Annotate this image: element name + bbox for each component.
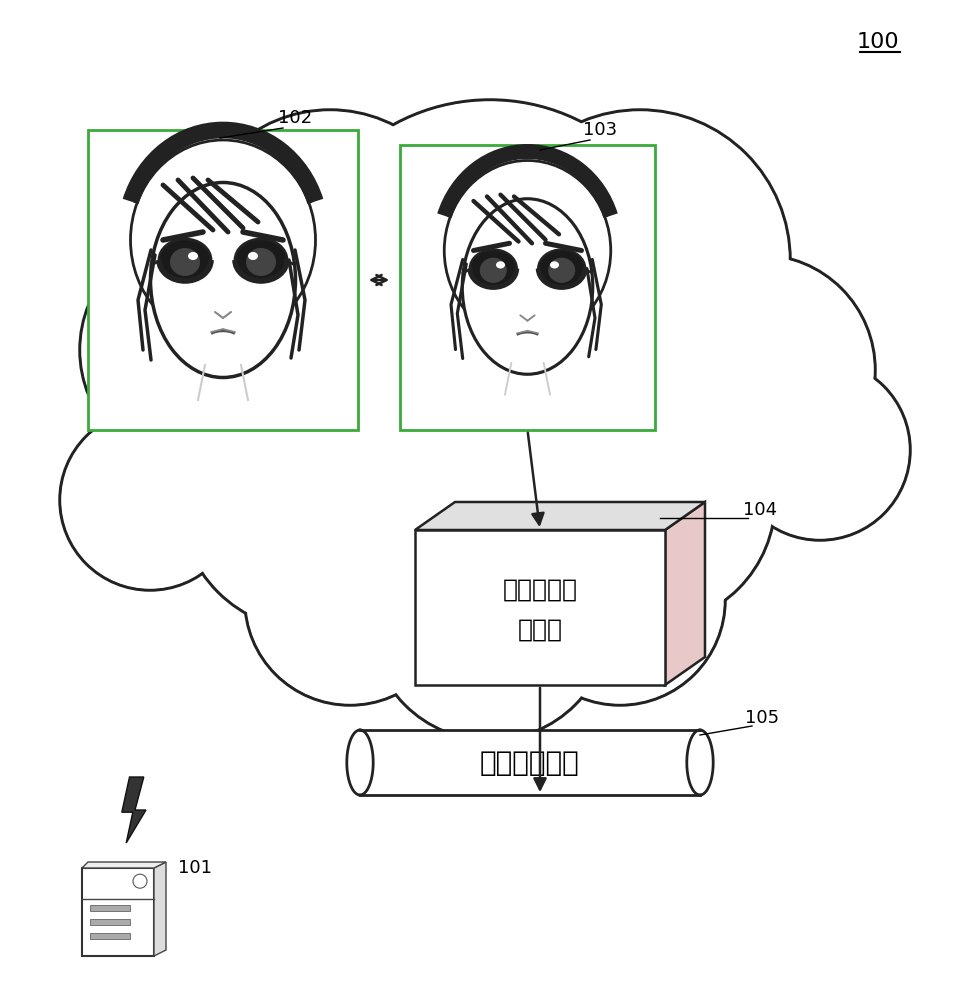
Bar bbox=[360, 730, 700, 795]
Text: 103: 103 bbox=[583, 121, 617, 139]
Bar bbox=[400, 145, 655, 430]
Bar bbox=[88, 130, 358, 430]
Circle shape bbox=[133, 874, 147, 888]
Text: 静默活体检: 静默活体检 bbox=[503, 578, 578, 601]
Circle shape bbox=[645, 255, 875, 485]
Circle shape bbox=[191, 111, 469, 389]
Bar bbox=[82, 868, 154, 956]
Circle shape bbox=[245, 495, 455, 705]
Bar bbox=[90, 905, 130, 911]
Circle shape bbox=[490, 110, 790, 410]
Ellipse shape bbox=[470, 250, 516, 287]
Text: 第一检测分数: 第一检测分数 bbox=[480, 748, 579, 776]
Ellipse shape bbox=[131, 140, 316, 340]
Ellipse shape bbox=[539, 250, 585, 287]
Ellipse shape bbox=[188, 252, 198, 260]
Bar bbox=[90, 933, 130, 939]
Ellipse shape bbox=[248, 252, 258, 260]
Circle shape bbox=[515, 495, 725, 705]
Ellipse shape bbox=[496, 261, 505, 268]
Circle shape bbox=[60, 410, 240, 590]
Text: 104: 104 bbox=[743, 501, 777, 519]
Text: 101: 101 bbox=[178, 859, 212, 877]
Circle shape bbox=[730, 360, 910, 540]
Text: 102: 102 bbox=[278, 109, 312, 127]
Polygon shape bbox=[154, 862, 166, 956]
Ellipse shape bbox=[548, 258, 576, 283]
Circle shape bbox=[491, 111, 789, 409]
Ellipse shape bbox=[550, 261, 559, 268]
Text: 100: 100 bbox=[857, 32, 899, 52]
Circle shape bbox=[331, 321, 649, 639]
Circle shape bbox=[292, 101, 689, 499]
Bar bbox=[415, 530, 665, 685]
Circle shape bbox=[80, 230, 320, 470]
Ellipse shape bbox=[150, 182, 296, 377]
Bar bbox=[90, 919, 130, 925]
Circle shape bbox=[290, 100, 690, 500]
Circle shape bbox=[516, 496, 724, 704]
Ellipse shape bbox=[462, 199, 593, 374]
Circle shape bbox=[371, 501, 609, 739]
Ellipse shape bbox=[170, 248, 200, 276]
Circle shape bbox=[246, 496, 453, 704]
Polygon shape bbox=[665, 502, 705, 685]
Circle shape bbox=[646, 256, 874, 484]
Ellipse shape bbox=[235, 239, 287, 281]
Ellipse shape bbox=[159, 239, 211, 281]
Circle shape bbox=[190, 110, 470, 390]
Text: 105: 105 bbox=[745, 709, 779, 727]
Circle shape bbox=[81, 231, 319, 469]
Circle shape bbox=[732, 361, 909, 539]
Ellipse shape bbox=[444, 160, 610, 340]
Circle shape bbox=[525, 375, 775, 625]
Circle shape bbox=[330, 320, 650, 640]
Bar bbox=[700, 731, 720, 794]
Circle shape bbox=[61, 411, 238, 589]
Circle shape bbox=[180, 370, 440, 630]
Circle shape bbox=[526, 376, 774, 624]
Bar bbox=[342, 731, 362, 794]
Circle shape bbox=[181, 371, 439, 629]
Polygon shape bbox=[82, 862, 166, 868]
Ellipse shape bbox=[480, 258, 507, 283]
Ellipse shape bbox=[246, 248, 276, 276]
Polygon shape bbox=[415, 502, 705, 530]
Polygon shape bbox=[122, 777, 146, 843]
Circle shape bbox=[370, 500, 610, 740]
Text: 测网络: 测网络 bbox=[517, 617, 562, 642]
